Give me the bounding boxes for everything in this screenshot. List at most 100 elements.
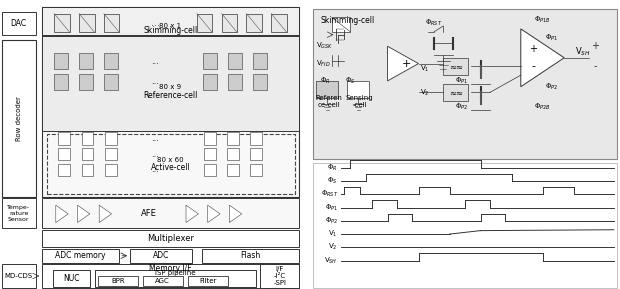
Text: V$_{SH}$: V$_{SH}$ xyxy=(324,255,338,266)
Polygon shape xyxy=(78,205,90,223)
Text: AFE: AFE xyxy=(141,209,157,218)
Text: Active-cell: Active-cell xyxy=(151,163,190,172)
Text: ...: ... xyxy=(151,149,159,159)
FancyBboxPatch shape xyxy=(316,81,338,98)
FancyBboxPatch shape xyxy=(187,276,228,286)
Text: Φ$_S$: Φ$_S$ xyxy=(327,176,338,186)
Text: Φ$_R$: Φ$_R$ xyxy=(321,76,330,86)
Text: Flash: Flash xyxy=(240,251,260,260)
Text: AGC: AGC xyxy=(156,278,170,284)
FancyBboxPatch shape xyxy=(79,74,93,90)
FancyBboxPatch shape xyxy=(313,9,617,159)
FancyBboxPatch shape xyxy=(197,14,212,32)
Text: I/F
-I²C
-SPI: I/F -I²C -SPI xyxy=(273,266,286,286)
Text: Referen
ce-cell: Referen ce-cell xyxy=(315,95,342,108)
FancyBboxPatch shape xyxy=(313,163,617,288)
FancyBboxPatch shape xyxy=(246,14,262,32)
FancyBboxPatch shape xyxy=(53,270,90,287)
FancyBboxPatch shape xyxy=(347,81,369,98)
FancyBboxPatch shape xyxy=(203,53,217,69)
Text: Φ$_{P2}$: Φ$_{P2}$ xyxy=(455,102,469,112)
Text: Multiplexer: Multiplexer xyxy=(147,234,194,243)
Polygon shape xyxy=(99,205,112,223)
Text: ADC memory: ADC memory xyxy=(55,251,106,260)
Text: Skimming-cell: Skimming-cell xyxy=(143,26,198,35)
FancyBboxPatch shape xyxy=(1,264,36,288)
FancyBboxPatch shape xyxy=(42,264,299,288)
Text: Memory I/F: Memory I/F xyxy=(149,264,192,273)
FancyBboxPatch shape xyxy=(227,164,239,176)
Text: Sensing
-cell: Sensing -cell xyxy=(346,95,373,108)
Text: 80 x 1: 80 x 1 xyxy=(159,23,182,29)
Polygon shape xyxy=(186,205,198,223)
FancyBboxPatch shape xyxy=(55,53,68,69)
FancyBboxPatch shape xyxy=(82,132,93,144)
FancyBboxPatch shape xyxy=(260,264,299,288)
Text: -: - xyxy=(531,62,535,71)
Text: V$_2$: V$_2$ xyxy=(329,242,338,253)
FancyBboxPatch shape xyxy=(46,134,294,194)
FancyBboxPatch shape xyxy=(94,270,255,287)
FancyBboxPatch shape xyxy=(227,148,239,160)
Text: Row decoder: Row decoder xyxy=(16,96,22,141)
Text: ...: ... xyxy=(151,134,159,143)
FancyBboxPatch shape xyxy=(250,148,262,160)
Text: Skimming-cell: Skimming-cell xyxy=(320,16,374,25)
FancyBboxPatch shape xyxy=(1,12,36,35)
FancyBboxPatch shape xyxy=(202,249,299,263)
Text: -: - xyxy=(593,62,597,71)
Polygon shape xyxy=(521,29,564,87)
Text: Tempe-
rature
Sensor: Tempe- rature Sensor xyxy=(7,205,30,222)
FancyBboxPatch shape xyxy=(105,164,117,176)
FancyBboxPatch shape xyxy=(253,74,267,90)
FancyBboxPatch shape xyxy=(204,164,216,176)
FancyBboxPatch shape xyxy=(204,132,216,144)
Text: Φ$_{P1B}$: Φ$_{P1B}$ xyxy=(534,15,551,25)
FancyBboxPatch shape xyxy=(58,148,70,160)
Text: V$_{SH}$: V$_{SH}$ xyxy=(575,46,591,58)
FancyBboxPatch shape xyxy=(143,276,183,286)
FancyBboxPatch shape xyxy=(58,132,70,144)
FancyBboxPatch shape xyxy=(55,14,69,32)
Text: Φ$_{P1}$: Φ$_{P1}$ xyxy=(455,76,469,86)
FancyBboxPatch shape xyxy=(228,53,242,69)
FancyBboxPatch shape xyxy=(204,148,216,160)
FancyBboxPatch shape xyxy=(222,14,237,32)
Text: NUC: NUC xyxy=(63,274,79,283)
Text: +: + xyxy=(529,44,537,54)
Text: Φ$_S$: Φ$_S$ xyxy=(345,76,355,86)
Text: ISP pipeline: ISP pipeline xyxy=(155,270,195,276)
Text: Φ$_{P1}$: Φ$_{P1}$ xyxy=(325,202,338,213)
Text: ≈≈: ≈≈ xyxy=(449,88,463,97)
Text: V$_{FID}$: V$_{FID}$ xyxy=(316,58,331,69)
Polygon shape xyxy=(229,205,242,223)
FancyBboxPatch shape xyxy=(130,249,192,263)
Text: MD-CDS: MD-CDS xyxy=(4,273,33,279)
FancyBboxPatch shape xyxy=(79,53,93,69)
FancyBboxPatch shape xyxy=(1,40,36,197)
Text: Φ$_{P1}$: Φ$_{P1}$ xyxy=(545,32,559,43)
FancyBboxPatch shape xyxy=(250,164,262,176)
FancyBboxPatch shape xyxy=(42,7,299,35)
Text: Reference-cell: Reference-cell xyxy=(143,91,198,100)
Text: ADC: ADC xyxy=(153,251,169,260)
FancyBboxPatch shape xyxy=(104,53,118,69)
FancyBboxPatch shape xyxy=(42,198,299,228)
FancyBboxPatch shape xyxy=(42,249,119,263)
FancyBboxPatch shape xyxy=(1,198,36,228)
FancyBboxPatch shape xyxy=(250,132,262,144)
FancyBboxPatch shape xyxy=(79,14,94,32)
Polygon shape xyxy=(56,205,68,223)
Text: +: + xyxy=(591,41,599,51)
FancyBboxPatch shape xyxy=(104,14,119,32)
Text: Φ$_{P2B}$: Φ$_{P2B}$ xyxy=(534,102,551,112)
Text: ...: ... xyxy=(151,165,159,174)
FancyBboxPatch shape xyxy=(104,74,118,90)
Text: Filter: Filter xyxy=(199,278,216,284)
FancyBboxPatch shape xyxy=(42,7,299,197)
Text: Φ$_{RST}$: Φ$_{RST}$ xyxy=(321,189,338,199)
Text: Φ$_{P2}$: Φ$_{P2}$ xyxy=(545,81,559,92)
FancyBboxPatch shape xyxy=(82,148,93,160)
Text: ...: ... xyxy=(151,18,159,28)
Text: Φ$_{RST}$: Φ$_{RST}$ xyxy=(425,18,443,28)
